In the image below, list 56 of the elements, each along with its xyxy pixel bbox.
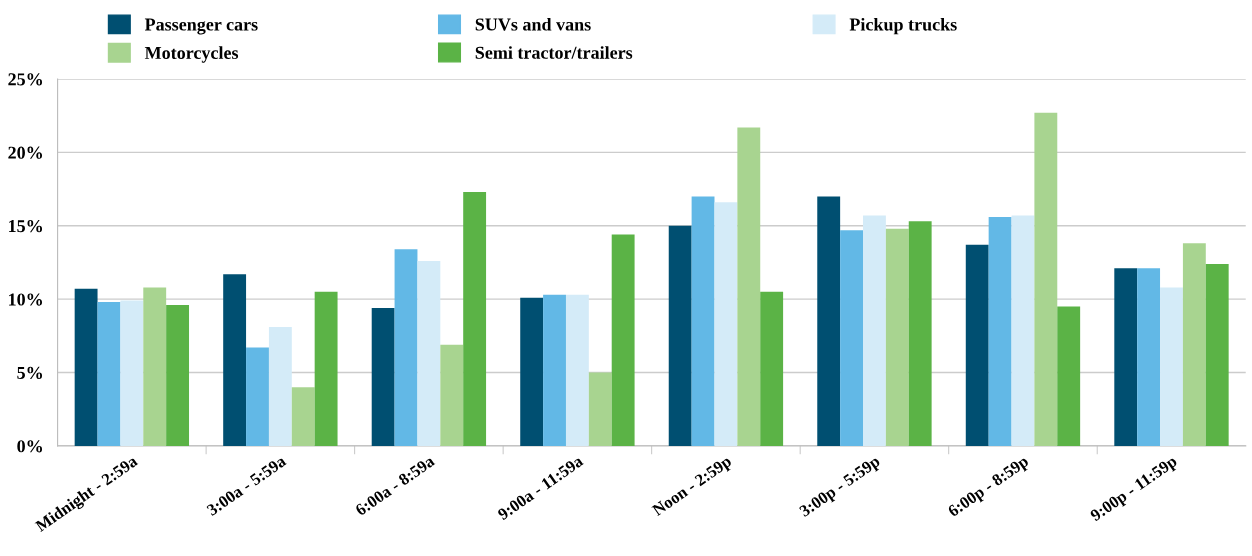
x-tick-label: Noon - 2:59p [651,455,735,520]
bar [394,249,418,446]
y-tick-label: 25% [8,73,43,86]
bar [314,291,338,446]
y-tick-label: 0% [17,440,43,453]
bar [1114,268,1138,446]
y-tick-label: 5% [17,366,43,380]
legend-label: Motorcycles [144,46,239,63]
bar [1205,263,1229,446]
bar [737,127,761,446]
bar [120,300,144,446]
bar [885,228,909,446]
x-tick-label: 3:00a - 5:59a [206,454,287,517]
bar [840,230,864,446]
bar [611,234,635,446]
bar [520,297,544,446]
x-tick-label: 3:00p - 5:59p [798,455,883,520]
bar [371,307,395,446]
bar [1137,268,1161,446]
bar [1011,215,1035,446]
x-tick-label: 6:00a - 8:59a [354,454,436,517]
bar [268,327,292,446]
legend-label: Passenger cars [144,18,258,35]
bar [166,305,190,446]
bar [965,244,989,446]
bar [668,225,692,446]
bar [908,221,932,446]
bar [988,216,1012,446]
y-tick-label: 20% [8,146,43,159]
bar [291,387,315,446]
bar [691,196,715,446]
x-tick-label: 6:00p - 8:59p [947,455,1032,520]
bar [223,274,247,446]
bar [543,294,566,446]
bar [246,347,269,446]
bar [588,372,612,446]
y-tick-label: 10% [9,293,43,306]
bar [760,291,784,446]
bar [565,294,589,446]
legend-label: Pickup trucks [849,17,957,35]
bar [417,260,441,446]
legend-label: SUVs and vans [475,17,591,31]
bar [143,287,167,446]
bar [1160,287,1183,446]
bar [1057,306,1081,446]
bar [714,202,738,446]
bar [440,344,464,446]
bar [463,191,487,446]
bar [74,288,98,446]
y-tick-label: 15% [9,219,43,233]
bar [1182,243,1206,446]
legend-label: Semi tractor/trailers [475,46,633,59]
bar [1034,112,1058,446]
bar [97,302,121,446]
bar [817,196,841,446]
bar [863,215,886,446]
